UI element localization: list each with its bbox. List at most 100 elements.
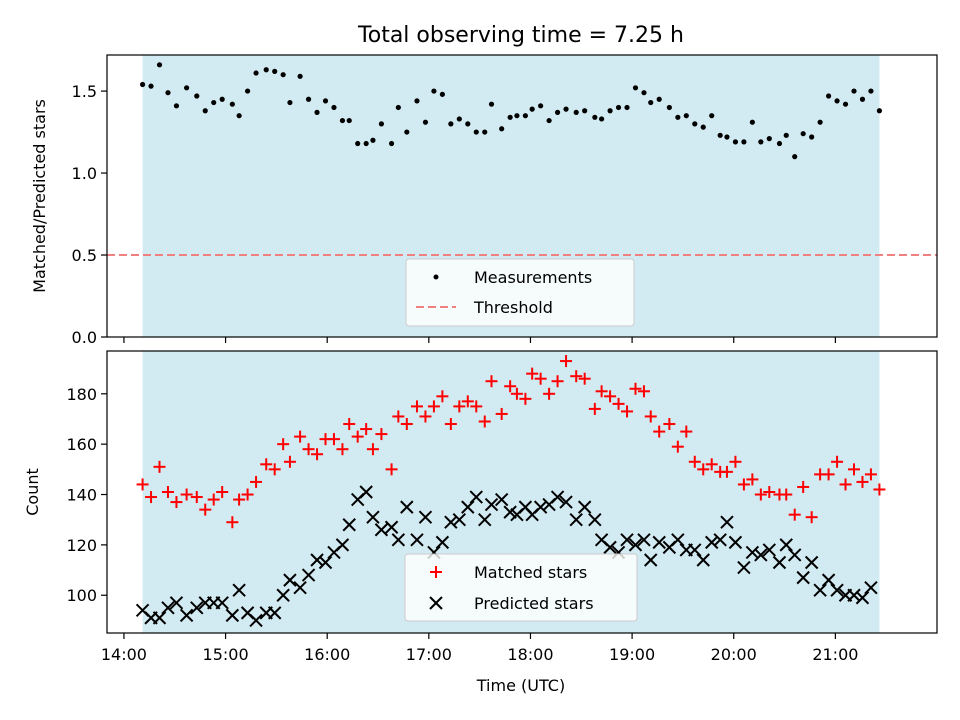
predicted-star-point bbox=[550, 490, 565, 504]
x-tick-label: 20:00 bbox=[711, 645, 757, 664]
matched-star-point bbox=[241, 488, 254, 501]
predicted-star-point bbox=[588, 512, 602, 527]
measurement-point bbox=[582, 108, 588, 114]
measurement-point bbox=[219, 96, 225, 102]
predicted-star-point bbox=[559, 495, 573, 509]
legend-threshold-label: Threshold bbox=[473, 298, 553, 317]
measurement-point bbox=[732, 139, 739, 145]
x-tick-label: 19:00 bbox=[609, 645, 655, 664]
measurement-point bbox=[346, 117, 352, 124]
top-y-axis: 0.0 0.5 1.0 1.5 bbox=[72, 82, 107, 347]
matched-star-point bbox=[436, 390, 449, 403]
measurement-point bbox=[766, 136, 772, 142]
matched-star-point bbox=[207, 493, 220, 506]
predicted-star-point bbox=[628, 538, 643, 552]
matched-star-point bbox=[385, 463, 398, 476]
measurement-point bbox=[624, 104, 630, 111]
predicted-star-point bbox=[152, 611, 167, 625]
matched-star-point bbox=[453, 400, 466, 413]
predicted-star-point bbox=[342, 518, 356, 532]
measurement-point bbox=[473, 129, 479, 135]
predicted-star-point bbox=[359, 485, 373, 499]
predicted-star-point bbox=[696, 553, 710, 567]
legend-matched-label: Matched stars bbox=[474, 563, 587, 582]
measurement-point bbox=[314, 109, 320, 115]
legend-measurement-marker bbox=[433, 274, 439, 280]
measurement-point bbox=[148, 83, 154, 89]
matched-star-point bbox=[604, 390, 617, 403]
top-x-ticks bbox=[123, 337, 836, 343]
matched-star-point bbox=[233, 493, 246, 506]
matched-star-point bbox=[190, 491, 203, 504]
matched-star-point bbox=[419, 410, 432, 423]
matched-star-point bbox=[336, 443, 349, 456]
predicted-star-point bbox=[569, 512, 583, 527]
measurement-point bbox=[202, 108, 208, 114]
measurement-point bbox=[529, 106, 535, 112]
matched-star-point bbox=[856, 475, 869, 488]
matched-star-point bbox=[551, 375, 564, 388]
matched-star-point bbox=[277, 438, 290, 451]
measurement-point bbox=[876, 108, 883, 114]
predicted-star-point bbox=[737, 560, 751, 575]
matched-star-point bbox=[519, 392, 532, 405]
predicted-star-point bbox=[276, 588, 290, 602]
matched-star-point bbox=[797, 480, 810, 493]
measurement-point bbox=[573, 109, 579, 115]
matched-star-point bbox=[864, 468, 877, 481]
measurement-point bbox=[615, 104, 622, 111]
x-tick-label: 21:00 bbox=[812, 645, 858, 664]
matched-star-point bbox=[720, 465, 733, 478]
measurement-point bbox=[783, 132, 789, 138]
measurement-point bbox=[139, 81, 146, 88]
matched-star-point bbox=[788, 508, 801, 521]
measurement-point bbox=[448, 121, 454, 127]
measurement-point bbox=[842, 101, 849, 107]
measurement-point bbox=[305, 96, 312, 102]
predicted-star-point bbox=[864, 580, 878, 595]
measurement-point bbox=[331, 104, 337, 111]
measurement-point bbox=[546, 117, 552, 124]
predicted-star-point bbox=[484, 497, 499, 512]
measurement-point bbox=[355, 140, 361, 147]
measurement-point bbox=[414, 98, 420, 104]
matched-star-point bbox=[495, 407, 508, 420]
measurement-point bbox=[692, 121, 698, 127]
matched-star-point bbox=[311, 448, 324, 461]
y-tick-label: 160 bbox=[66, 435, 97, 454]
predicted-star-point bbox=[190, 601, 204, 615]
matched-star-point bbox=[831, 455, 844, 468]
matched-star-point bbox=[461, 395, 474, 408]
measurement-point bbox=[599, 116, 605, 122]
predicted-star-point bbox=[813, 583, 827, 597]
y-tick-label: 100 bbox=[66, 586, 97, 605]
x-tick-label: 14:00 bbox=[101, 645, 147, 664]
matched-star-point bbox=[729, 455, 742, 468]
measurement-point bbox=[554, 109, 561, 115]
predicted-star-point bbox=[410, 533, 424, 547]
matched-star-point bbox=[526, 367, 539, 380]
measurement-point bbox=[776, 140, 783, 147]
predicted-star-point bbox=[705, 535, 719, 550]
measurement-point bbox=[404, 129, 410, 135]
matched-star-point bbox=[848, 463, 860, 476]
predicted-star-point bbox=[469, 490, 483, 504]
predicted-star-point bbox=[452, 512, 467, 527]
predicted-star-point bbox=[232, 583, 246, 597]
x-axis-label: Time (UTC) bbox=[476, 676, 565, 695]
measurement-point bbox=[507, 114, 513, 120]
matched-star-point bbox=[534, 372, 547, 385]
measurement-point bbox=[422, 119, 429, 125]
matched-star-point bbox=[570, 370, 583, 383]
predicted-star-point bbox=[318, 555, 333, 570]
x-tick-label: 15:00 bbox=[203, 645, 249, 664]
measurement-point bbox=[809, 134, 815, 140]
measurement-point bbox=[211, 99, 217, 106]
matched-star-point bbox=[260, 458, 273, 471]
measurement-point bbox=[868, 88, 874, 94]
top-plot-frame bbox=[106, 54, 938, 338]
top-legend-box bbox=[405, 258, 635, 327]
measurement-point bbox=[173, 103, 180, 109]
matched-star-point bbox=[360, 423, 373, 436]
legend-predicted-marker bbox=[429, 596, 443, 610]
